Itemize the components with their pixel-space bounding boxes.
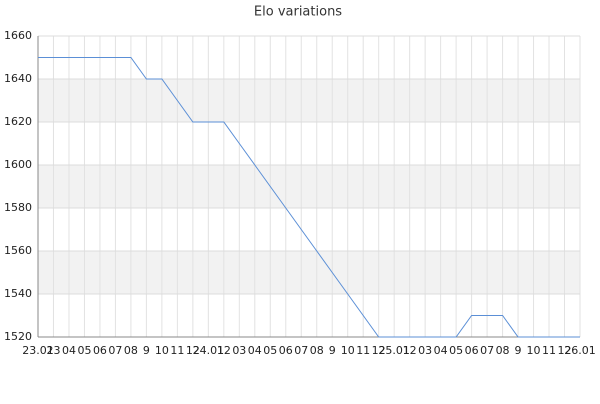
- x-tick-label: 12: [186, 344, 200, 357]
- x-tick-label: 26.01: [564, 344, 596, 357]
- y-tick-label: 1580: [4, 201, 32, 214]
- grid-band: [38, 165, 580, 208]
- x-tick-label: 11: [170, 344, 184, 357]
- x-tick-label: 07: [480, 344, 494, 357]
- x-tick-label: 05: [449, 344, 463, 357]
- x-tick-label: 05: [263, 344, 277, 357]
- x-tick-label: 06: [279, 344, 293, 357]
- x-tick-label: 06: [93, 344, 107, 357]
- x-tick-label: 10: [341, 344, 355, 357]
- y-tick-label: 1620: [4, 115, 32, 128]
- x-tick-label: 03: [418, 344, 432, 357]
- x-tick-label: 11: [356, 344, 370, 357]
- x-tick-label: 12: [558, 344, 572, 357]
- line-series: [38, 57, 580, 338]
- x-tick-label: 23: [46, 344, 60, 357]
- x-tick-label: 9: [143, 344, 150, 357]
- y-tick-label: 1640: [4, 72, 32, 85]
- y-tick-label: 1660: [4, 29, 32, 42]
- x-tick-label: 04: [434, 344, 448, 357]
- chart-title: Elo variations: [254, 5, 342, 20]
- x-tick-label: 08: [310, 344, 324, 357]
- x-tick-label: 25.01: [378, 344, 410, 357]
- x-tick-label: 04: [248, 344, 262, 357]
- x-tick-label: 04: [62, 344, 76, 357]
- x-tick-label: 07: [108, 344, 122, 357]
- y-tick-label: 1560: [4, 244, 32, 257]
- x-tick-label: 08: [124, 344, 138, 357]
- x-tick-label: 08: [496, 344, 510, 357]
- x-tick-label: 24.01: [193, 344, 225, 357]
- grid-band: [38, 251, 580, 294]
- y-tick-label: 1600: [4, 158, 32, 171]
- grid-band: [38, 79, 580, 122]
- x-tick-label: 9: [329, 344, 336, 357]
- x-tick-label: 23.01: [22, 344, 54, 357]
- x-tick-label: 10: [155, 344, 169, 357]
- x-tick-label: 11: [542, 344, 556, 357]
- x-tick-label: 06: [465, 344, 479, 357]
- x-tick-label: 12: [372, 344, 386, 357]
- x-tick-label: 12: [217, 344, 231, 357]
- x-tick-label: 05: [77, 344, 91, 357]
- x-tick-label: 12: [403, 344, 417, 357]
- x-tick-label: 9: [515, 344, 522, 357]
- x-tick-label: 03: [232, 344, 246, 357]
- x-tick-label: 10: [527, 344, 541, 357]
- x-tick-label: 07: [294, 344, 308, 357]
- y-tick-label: 1520: [4, 330, 32, 343]
- y-tick-label: 1540: [4, 287, 32, 300]
